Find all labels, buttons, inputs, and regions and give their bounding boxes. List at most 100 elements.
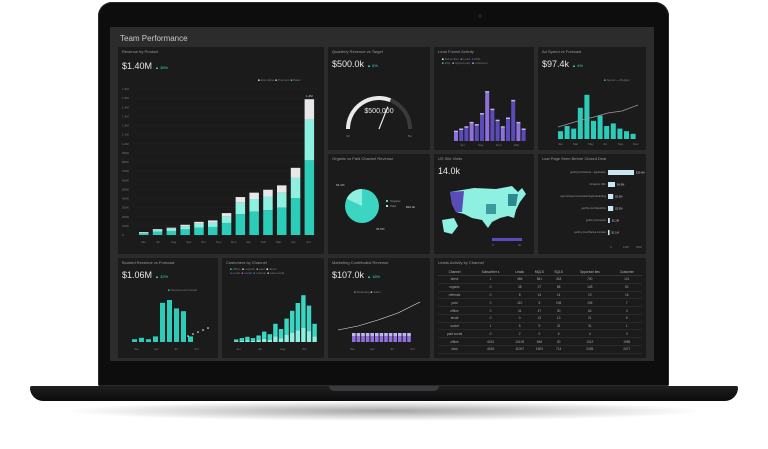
y-tick: 0 bbox=[122, 233, 124, 237]
table-cell: 0 bbox=[529, 329, 550, 339]
leads-table: Channel Subscriber s Leads MQLS SQLS Opportun… bbox=[438, 269, 642, 354]
revenue-by-product-panel[interactable]: Revenue by Product $1.40M ▲ 36% ■ Enterpr… bbox=[118, 47, 324, 254]
pie-slice-paid bbox=[346, 189, 362, 206]
booked-bar bbox=[188, 336, 193, 342]
column-header[interactable]: MQLS bbox=[529, 269, 550, 276]
funnel-bar-top bbox=[454, 130, 458, 133]
table-cell: 64 bbox=[567, 306, 612, 315]
page-bar bbox=[608, 170, 634, 175]
table-cell: 0 bbox=[471, 329, 510, 339]
revenue-bar bbox=[290, 177, 301, 199]
bar-value: $1.1M bbox=[612, 231, 619, 235]
column-header[interactable]: SQLS bbox=[549, 269, 568, 276]
legend: ■ Subscriber ■ Lead ■ MQL ■ SQL ■ Opport… bbox=[442, 57, 488, 65]
customer-bar bbox=[256, 335, 261, 341]
organic-paid-panel[interactable]: Organic vs Paid Channel Revenue 64.4% 35… bbox=[328, 154, 430, 254]
ad-spend-panel[interactable]: Ad Spend vs Forecast $97.4k ▲ 4% ■ Spend … bbox=[538, 47, 646, 150]
booked-value: $1.06M ▲ 32% bbox=[122, 270, 169, 280]
table-cell: 2 bbox=[509, 329, 530, 339]
row-label: getthry.com/spike bbox=[586, 218, 607, 222]
column-header[interactable]: Channel bbox=[438, 269, 472, 276]
revenue-bar bbox=[249, 192, 259, 200]
revenue-bar bbox=[208, 226, 218, 235]
table-cell: 0 bbox=[509, 314, 530, 323]
revenue-bar bbox=[180, 229, 190, 235]
marketing-revenue-panel[interactable]: Marketing Contributed Revenue $107.0k ▲ 1… bbox=[328, 258, 430, 358]
customer-bar bbox=[278, 329, 284, 339]
spend-bar bbox=[597, 115, 603, 139]
quarterly-value: $500.0k ▲ 6% bbox=[332, 59, 378, 69]
funnel-bar bbox=[480, 114, 484, 141]
last-page-panel[interactable]: Last Page Seen Before Closed Deal getthr… bbox=[538, 154, 646, 254]
spend-bar bbox=[584, 94, 590, 139]
spend-bar bbox=[624, 131, 629, 139]
marketing-bar bbox=[388, 336, 393, 342]
table-row: total 4015 11007 1503 714 2435 2477 bbox=[438, 345, 642, 354]
table-row: paid social 0 2 0 6 4 3 bbox=[438, 329, 642, 339]
panel-title: US Site Visits bbox=[438, 156, 463, 161]
booked-revenue-panel[interactable]: Booked Revenue vs Forecast $1.06M ▲ 32% ■… bbox=[118, 258, 218, 358]
table-cell: total bbox=[438, 345, 472, 354]
bar-value: $3.5M bbox=[615, 195, 622, 199]
table-cell: offline bbox=[438, 306, 472, 315]
revenue-bar bbox=[277, 192, 287, 208]
customer-bar bbox=[312, 323, 317, 337]
revenue-bar bbox=[194, 223, 204, 228]
table-cell: 16 bbox=[611, 291, 642, 300]
west-coast-states bbox=[450, 191, 464, 212]
y-tick: 1.0M bbox=[122, 142, 129, 146]
customer-bar bbox=[295, 303, 300, 331]
table-cell: 1 bbox=[471, 322, 510, 331]
sales-bar bbox=[384, 333, 388, 336]
leads-activity-panel[interactable]: Leads Activity by Channel Channel Subscri… bbox=[434, 258, 646, 358]
column-header[interactable]: Leads bbox=[509, 269, 530, 276]
revenue-bar bbox=[263, 189, 273, 197]
marketing-bar bbox=[402, 336, 407, 342]
panel-title: Lead Funnel Activity bbox=[438, 49, 474, 54]
table-row: offline 4013 10109 848 30 1012 1985 bbox=[438, 337, 642, 347]
table-cell: 105 bbox=[567, 298, 612, 308]
table-cell: 0 bbox=[471, 314, 510, 323]
sales-bar bbox=[370, 333, 374, 336]
y-tick: 400K bbox=[122, 197, 129, 201]
panel-title: Organic vs Paid Channel Revenue bbox=[332, 156, 394, 161]
column-header[interactable]: Subscriber s bbox=[471, 269, 510, 276]
revenue-bar bbox=[235, 214, 246, 235]
customer-bar bbox=[290, 332, 295, 342]
y-tick: 600K bbox=[122, 178, 129, 182]
table-cell: 3 bbox=[611, 329, 642, 339]
revenue-bar bbox=[180, 224, 190, 227]
alaska bbox=[442, 218, 458, 234]
customer-bar bbox=[273, 323, 278, 337]
panel-title: Booked Revenue vs Forecast bbox=[122, 260, 175, 265]
column-header[interactable]: Opportuni ties bbox=[567, 269, 612, 276]
quarterly-revenue-panel[interactable]: Quarterly Revenue vs Target $500.0k ▲ 6% … bbox=[328, 47, 430, 150]
us-site-visits-panel[interactable]: US Site Visits 14.0k 0 3k bbox=[434, 154, 534, 254]
booked-bar bbox=[174, 308, 179, 342]
customers-by-channel-panel[interactable]: Customers by Channel ■ offline ■ organic… bbox=[222, 258, 324, 358]
bar-value: $4.5M bbox=[617, 183, 624, 187]
column-header[interactable]: Customer bbox=[611, 269, 642, 276]
sales-bar bbox=[356, 333, 361, 336]
x-tick: Apr bbox=[154, 347, 159, 351]
table-cell: 2477 bbox=[611, 345, 642, 354]
table-row: email 0 0 13 13 21 6 bbox=[438, 314, 642, 323]
revenue-bar bbox=[277, 185, 287, 193]
lead-funnel-panel[interactable]: Lead Funnel Activity ■ Subscriber ■ Lead… bbox=[434, 47, 534, 150]
table-cell: 11007 bbox=[509, 345, 530, 354]
marketing-chart: Jan Apr Jul Oct bbox=[337, 301, 421, 351]
table-cell: 23 bbox=[567, 291, 612, 300]
table-cell: 128 bbox=[567, 283, 612, 292]
revenue-bar bbox=[166, 230, 177, 235]
funnel-bar bbox=[469, 123, 474, 141]
panel-title: Marketing Contributed Revenue bbox=[332, 260, 389, 265]
spend-bar bbox=[564, 126, 570, 139]
revenue-bar bbox=[304, 99, 315, 120]
gauge-max: 5m bbox=[408, 134, 413, 138]
map-legend-bar bbox=[492, 238, 522, 241]
gauge-chart: $500,000 0k 5m bbox=[346, 96, 413, 138]
forecast-dot bbox=[187, 335, 189, 337]
table-cell: direct bbox=[438, 275, 472, 284]
table-cell: 110 bbox=[509, 298, 530, 308]
dashboard-title: Team Performance bbox=[120, 34, 188, 43]
